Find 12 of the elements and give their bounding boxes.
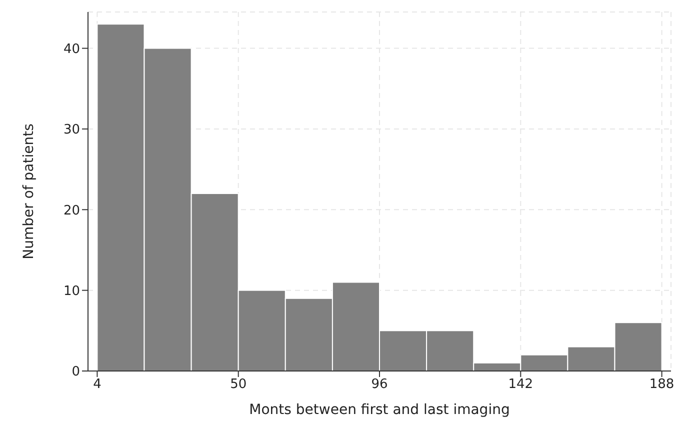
y-tick-label: 40 <box>63 42 80 57</box>
x-tick-label: 4 <box>93 377 102 392</box>
y-tick-label: 10 <box>63 284 80 299</box>
x-axis-title: Monts between first and last imaging <box>249 402 510 418</box>
y-axis-title: Number of patients <box>20 124 37 260</box>
y-tick-label: 20 <box>63 203 80 218</box>
y-tick-label: 0 <box>72 364 80 380</box>
x-tick-label: 50 <box>230 377 247 392</box>
x-tick-label: 142 <box>508 377 534 392</box>
x-tick-label: 188 <box>649 377 674 392</box>
x-tick-label: 96 <box>371 377 388 392</box>
y-tick-label: 30 <box>63 122 80 138</box>
